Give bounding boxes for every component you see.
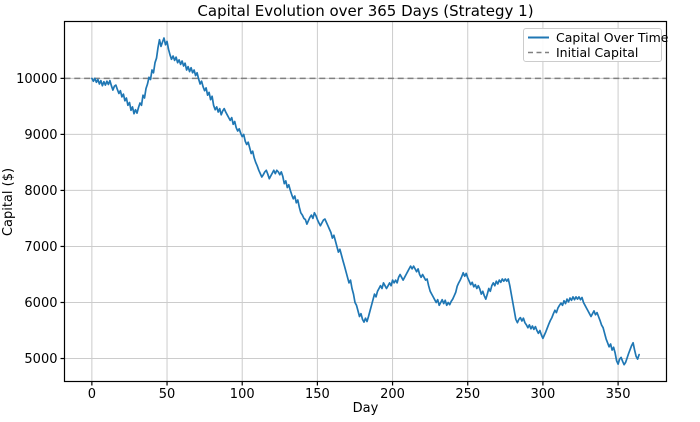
y-tick-label: 9000 [24, 128, 57, 143]
y-axis-label: Capital ($) [1, 167, 16, 237]
legend-label-initial: Initial Capital [556, 45, 639, 60]
x-tick-label: 300 [530, 387, 555, 402]
capital-line [91, 37, 640, 366]
x-tick-label: 0 [88, 387, 96, 402]
solid-line-icon [528, 36, 549, 39]
x-tick-label: 150 [305, 387, 330, 402]
y-tick-label: 5000 [24, 352, 57, 367]
dashed-line-icon [528, 51, 549, 54]
plot-border [63, 20, 668, 383]
legend-item-capital: Capital Over Time [528, 30, 668, 45]
x-tick-label: 250 [455, 387, 480, 402]
legend-item-initial: Initial Capital [528, 45, 657, 60]
x-tick-label: 350 [606, 387, 631, 402]
x-tick-label: 50 [159, 387, 176, 402]
chart-title: Capital Evolution over 365 Days (Strateg… [197, 2, 534, 20]
y-tick-label: 7000 [24, 240, 57, 255]
y-tick-label: 6000 [24, 296, 57, 311]
x-tick-label: 200 [380, 387, 405, 402]
x-tick-label: 100 [230, 387, 255, 402]
x-axis-label: Day [352, 401, 379, 416]
legend: Capital Over Time Initial Capital [523, 28, 668, 62]
y-tick-label: 10000 [16, 72, 57, 87]
y-tick-label: 8000 [24, 184, 57, 199]
legend-label-capital: Capital Over Time [556, 30, 669, 45]
